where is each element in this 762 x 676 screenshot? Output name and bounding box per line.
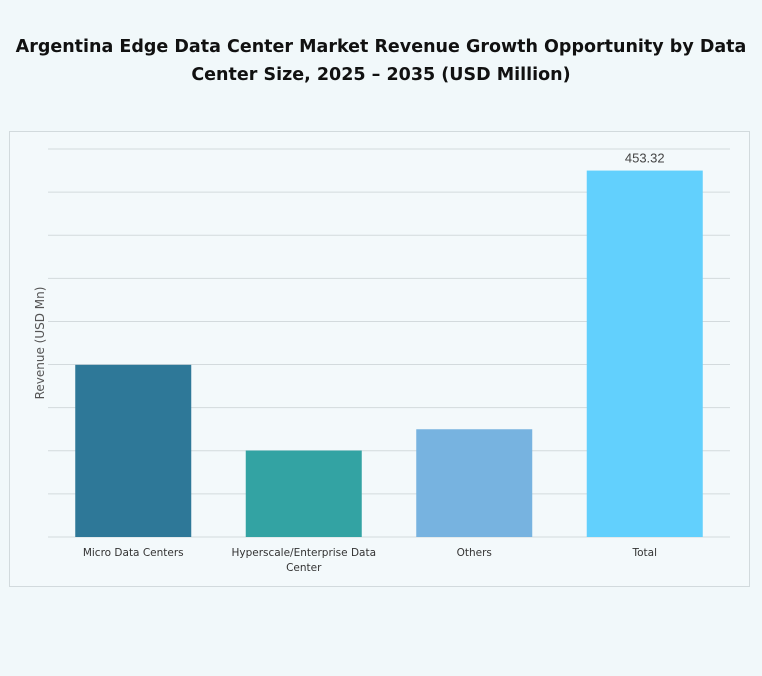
x-tick-label: Hyperscale/Enterprise Data Center xyxy=(231,547,376,574)
x-tick-label: Total xyxy=(631,547,657,559)
bar xyxy=(416,429,533,537)
chart-title: Argentina Edge Data Center Market Revenu… xyxy=(15,37,747,85)
y-axis-label: Revenue (USD Mn) xyxy=(33,287,47,400)
x-tick-label: Micro Data Centers xyxy=(83,547,184,559)
bar xyxy=(75,364,192,537)
bar xyxy=(245,450,362,537)
x-tick-label: Others xyxy=(457,547,492,559)
bar xyxy=(586,170,703,537)
data-label: 453.32 xyxy=(625,151,665,166)
